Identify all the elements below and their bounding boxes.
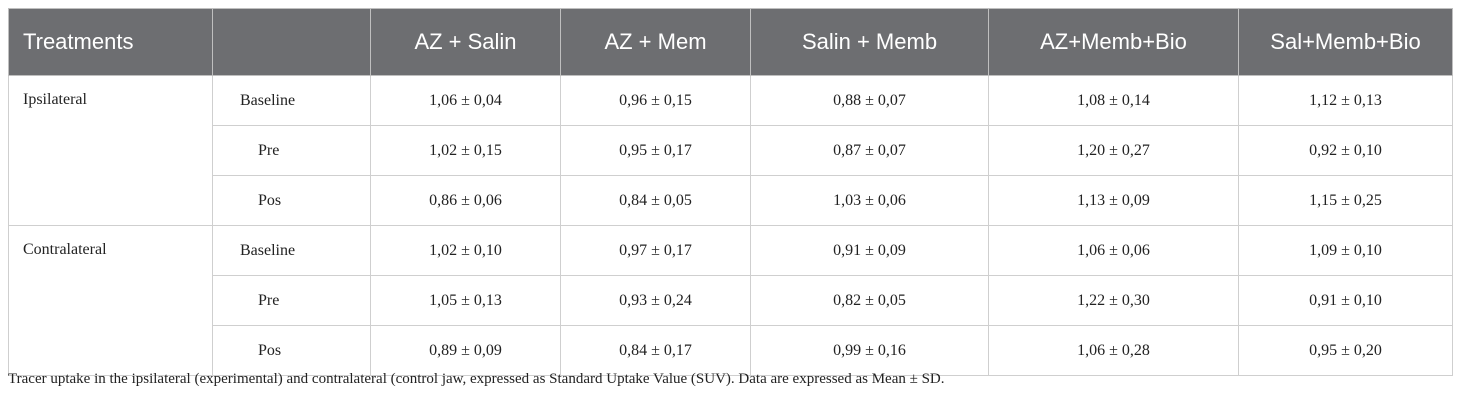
header-cell: Salin + Memb <box>750 8 989 76</box>
row-label: Pos <box>212 175 371 226</box>
body-row: Pre 1,02 ± 0,15 0,95 ± 0,17 0,87 ± 0,07 1,20… <box>9 125 1453 176</box>
table-header: Treatments AZ + Salin AZ + Mem Salin + Mem… <box>8 8 1453 76</box>
value-cell: 0,84 ± 0,17 <box>560 325 751 376</box>
group-label: Contralateral <box>8 225 213 376</box>
value-cell: 0,86 ± 0,06 <box>370 175 561 226</box>
value-cell: 1,06 ± 0,28 <box>988 325 1239 376</box>
value-cell: 0,82 ± 0,05 <box>750 275 989 326</box>
value-cell: 0,96 ± 0,15 <box>560 75 751 126</box>
value-cell: 0,99 ± 0,16 <box>750 325 989 376</box>
value-cell: 0,95 ± 0,20 <box>1238 325 1453 376</box>
body-row: Contralateral Baseline 1,02 ± 0,10 0,97 ± 0… <box>8 225 1453 376</box>
value-cell: 1,06 ± 0,04 <box>370 75 561 126</box>
row-label: Pos <box>212 325 371 376</box>
body-row: Pre 1,05 ± 0,13 0,93 ± 0,24 0,82 ± 0,05 1,22… <box>9 275 1453 326</box>
value-cell: 0,93 ± 0,24 <box>560 275 751 326</box>
value-cell: 0,89 ± 0,09 <box>370 325 561 376</box>
value-cell: 0,92 ± 0,10 <box>1238 125 1453 176</box>
header-cell: Sal+Memb+Bio <box>1238 8 1453 76</box>
value-cell: 1,05 ± 0,13 <box>370 275 561 326</box>
value-cell: 1,02 ± 0,10 <box>370 225 561 276</box>
header-cell: Treatments <box>8 8 213 76</box>
value-cell: 1,03 ± 0,06 <box>750 175 989 226</box>
value-cell: 1,15 ± 0,25 <box>1238 175 1453 226</box>
value-cell: 1,08 ± 0,14 <box>988 75 1239 126</box>
value-cell: 1,09 ± 0,10 <box>1238 225 1453 276</box>
value-cell: 0,91 ± 0,09 <box>750 225 989 276</box>
header-cell: AZ+Memb+Bio <box>988 8 1239 76</box>
body-row: Pos 0,86 ± 0,06 0,84 ± 0,05 1,03 ± 0,06 1,13… <box>9 175 1453 226</box>
body-row: Pos 0,89 ± 0,09 0,84 ± 0,17 0,99 ± 0,16 1,06… <box>9 325 1453 376</box>
value-cell: 1,12 ± 0,13 <box>1238 75 1453 126</box>
value-cell: 0,88 ± 0,07 <box>750 75 989 126</box>
row-label: Baseline <box>212 225 371 276</box>
value-cell: 1,02 ± 0,15 <box>370 125 561 176</box>
row-label: Pre <box>212 125 371 176</box>
value-cell: 0,84 ± 0,05 <box>560 175 751 226</box>
header-row: Treatments AZ + Salin AZ + Mem Salin + Mem… <box>8 8 1453 76</box>
value-cell: 1,06 ± 0,06 <box>988 225 1239 276</box>
value-cell: 0,97 ± 0,17 <box>560 225 751 276</box>
value-cell: 0,87 ± 0,07 <box>750 125 989 176</box>
value-cell: 0,95 ± 0,17 <box>560 125 751 176</box>
value-cell: 0,91 ± 0,10 <box>1238 275 1453 326</box>
caption: Tracer uptake in the ipsilateral (experi… <box>8 371 945 387</box>
row-label: Pre <box>212 275 371 326</box>
group-label: Ipsilateral <box>8 75 213 226</box>
data-table: Treatments AZ + Salin AZ + Mem Salin + Mem… <box>8 8 1453 376</box>
value-cell: 1,22 ± 0,30 <box>988 275 1239 326</box>
row-label: Baseline <box>212 75 371 126</box>
value-cell: 1,13 ± 0,09 <box>988 175 1239 226</box>
value-cell: 1,20 ± 0,27 <box>988 125 1239 176</box>
header-cell: AZ + Salin <box>370 8 561 76</box>
table-body: Ipsilateral Baseline 1,06 ± 0,04 0,96 ± 0,1… <box>8 75 1453 376</box>
header-cell <box>212 8 371 76</box>
body-row: Ipsilateral Baseline 1,06 ± 0,04 0,96 ± 0,1… <box>8 75 1453 226</box>
header-cell: AZ + Mem <box>560 8 751 76</box>
